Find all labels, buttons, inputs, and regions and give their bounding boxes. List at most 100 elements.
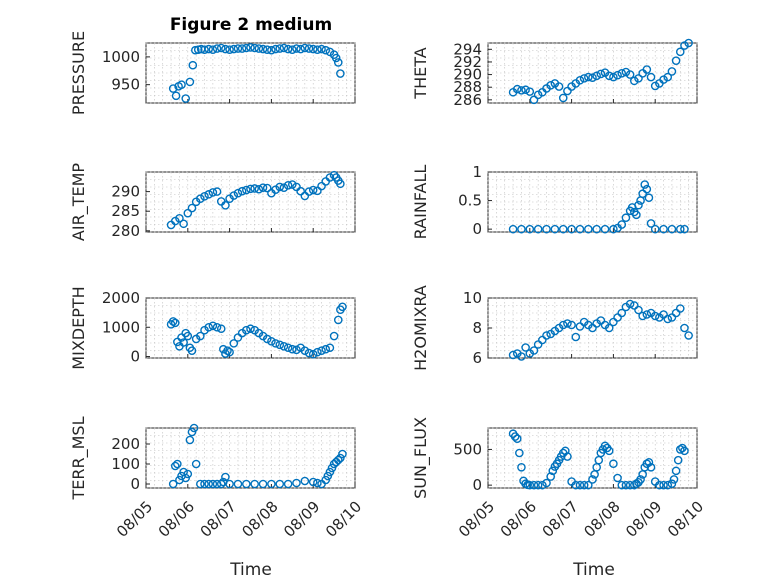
data-point [183,469,193,479]
data-point [191,459,201,469]
data-point [279,183,289,192]
data-point [229,191,239,200]
x-tick-label: 08/06 [155,498,198,541]
y-axis-label: PRESSURE [69,31,88,115]
data-point [634,305,643,315]
figure-title: Figure 2 medium [170,15,332,35]
data-point [212,44,222,53]
data-point [533,480,543,490]
data-point [680,41,689,50]
data-point [313,45,322,54]
data-point [229,339,239,348]
data-point [313,186,322,196]
data-point [336,69,345,78]
data-point [529,95,539,105]
data-point [567,320,576,330]
data-point [187,346,197,355]
data-point [609,72,618,82]
data-point [296,186,305,196]
data-point [338,449,347,459]
data-point [604,446,614,456]
data-point [258,44,268,54]
y-axis-label: RAINFALL [411,165,430,240]
data-point [242,325,251,335]
data-point [533,224,543,234]
data-point [604,71,614,81]
data-point [617,480,627,490]
data-point [671,56,681,65]
data-point [317,346,326,355]
data-point [630,76,639,86]
data-point [517,462,526,472]
x-tick-label: 08/05 [455,498,498,541]
data-point [650,224,660,234]
data-point [229,44,239,54]
data-point [271,339,280,348]
data-point [233,479,243,489]
data-point [592,71,601,81]
y-tick-label: 292 [453,53,482,71]
data-point [525,87,535,96]
data-point [170,461,180,471]
data-point [275,182,285,192]
data-point [521,343,530,352]
data-point [584,480,593,490]
data-point [669,475,679,484]
y-tick-label: 950 [111,76,140,94]
data-point [600,441,610,451]
data-point [588,73,597,83]
y-axis-label: H2OMIXRA [411,285,430,371]
data-point [596,69,606,79]
data-point [283,181,293,190]
data-point [331,53,341,63]
data-point [237,186,247,196]
data-point [617,308,627,318]
data-point [185,435,195,445]
data-point [188,60,198,70]
data-point [640,180,650,189]
data-point [613,70,622,80]
data-point [250,43,259,53]
data-point [333,58,343,67]
data-point [189,423,199,433]
data-point [558,224,568,234]
data-point [173,459,182,469]
y-tick-label: 200 [111,435,140,453]
y-tick-label: 0.5 [458,192,482,210]
data-point [187,203,197,213]
data-point [168,317,178,326]
data-point [200,45,209,54]
data-point [170,318,180,328]
data-point [177,80,186,89]
data-point [563,452,572,461]
data-point [212,187,222,196]
data-point [304,187,314,196]
data-point [204,322,213,332]
data-point [267,45,276,55]
data-point [609,224,618,234]
data-point [221,201,230,210]
data-point [680,446,689,456]
chart-panel-6: 6 8 10 H2OMIXRA [411,285,698,371]
data-point [561,446,570,456]
data-point [621,480,631,490]
y-tick-label: 10 [463,289,482,307]
data-point [575,75,585,85]
data-point [181,94,191,103]
data-point [171,91,181,101]
y-tick-label: 1 [472,163,482,181]
data-point [659,75,668,84]
data-point [571,480,581,490]
data-point [508,350,518,360]
data-point [604,323,614,333]
y-tick-label: 288 [453,78,482,96]
x-tick-label: 08/08 [580,498,623,541]
data-point [321,344,331,354]
data-point [642,184,652,194]
x-tick-label: 08/10 [664,498,707,541]
data-point [196,194,205,203]
data-point [233,44,243,53]
data-point [225,479,234,489]
data-point [262,183,272,193]
data-point [258,183,268,192]
